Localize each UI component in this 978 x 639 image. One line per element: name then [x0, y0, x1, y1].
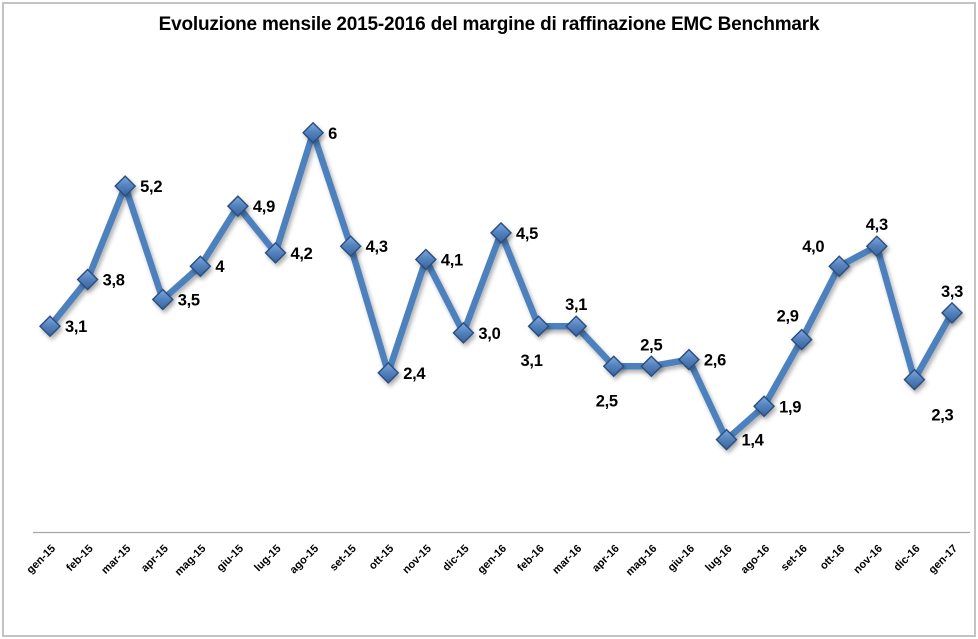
x-axis-tick-label: feb-15 [64, 543, 95, 574]
x-axis-tick-label: dic-16 [892, 543, 923, 574]
x-axis-tick-label: mar-15 [99, 543, 133, 577]
data-point-marker [189, 255, 212, 278]
x-axis-tick-label: lug-15 [252, 543, 283, 574]
chart-series [39, 121, 963, 451]
x-axis-tick-label: ago-16 [739, 543, 773, 577]
data-point-marker [790, 328, 813, 351]
x-axis-tick-label: lug-16 [703, 543, 734, 574]
data-point-marker [715, 428, 738, 451]
data-point-label: 5,2 [140, 178, 162, 196]
data-point-label: 3,1 [565, 296, 587, 314]
data-point-marker [264, 241, 287, 264]
x-axis-tick-label: nov-15 [400, 543, 434, 577]
data-point-marker [941, 301, 963, 324]
x-axis-tick-label: nov-16 [851, 543, 885, 577]
x-axis-tick-label: gen-17 [927, 543, 961, 577]
data-point-label: 2,3 [931, 407, 953, 425]
data-point-label: 2,4 [403, 365, 426, 383]
x-axis-tick-label: apr-15 [139, 543, 171, 575]
data-point-marker [39, 315, 61, 338]
x-axis-tick-label: set-15 [328, 543, 359, 574]
data-labels: 3,1 3,8 5,2 3,5 4 4,9 4,2 6 4,3 2,4 4,1 3,0 4,5 3,1 3,… [65, 125, 963, 450]
data-point-marker [377, 361, 400, 384]
data-point-marker [151, 288, 174, 311]
data-point-marker [565, 315, 588, 338]
data-point-marker [114, 175, 137, 198]
data-point-label: 2,5 [596, 392, 618, 410]
data-point-label: 3,3 [941, 283, 963, 301]
x-axis-labels: gen-15 feb-15 mar-15 apr-15 mag-15 giu-15 lug-… [25, 543, 961, 579]
x-axis-tick-label: ago-15 [288, 543, 322, 577]
data-point-label: 2,9 [777, 308, 799, 326]
data-point-label: 6 [328, 125, 337, 143]
data-point-marker [865, 235, 888, 258]
data-point-label: 4,0 [802, 238, 824, 256]
x-axis-tick-label: giu-16 [666, 543, 697, 574]
data-point-label: 4,1 [441, 252, 463, 270]
data-point-marker [903, 368, 926, 391]
data-point-label: 4,2 [291, 245, 313, 263]
x-axis-tick-label: dic-15 [441, 543, 472, 574]
chart-title: Evoluzione mensile 2015-2016 del margine… [158, 14, 820, 35]
data-point-label: 4 [215, 258, 225, 276]
data-point-label: 3,1 [521, 352, 543, 370]
data-point-label: 3,8 [103, 272, 125, 290]
x-axis-tick-label: mag-15 [173, 543, 209, 579]
x-axis-tick-label: mag-16 [624, 543, 660, 579]
data-point-marker [527, 315, 550, 338]
x-axis-tick-label: giu-15 [215, 543, 246, 574]
data-point-label: 4,3 [866, 216, 888, 234]
data-point-label: 4,3 [366, 238, 388, 256]
data-point-label: 4,9 [253, 198, 275, 216]
data-point-label: 3,5 [178, 292, 200, 310]
data-point-marker [302, 121, 325, 144]
data-point-label: 3,0 [478, 325, 500, 343]
data-point-marker [640, 355, 663, 378]
data-point-label: 3,1 [65, 318, 87, 336]
data-point-marker [226, 195, 249, 218]
data-point-marker [828, 255, 851, 278]
data-point-marker [414, 248, 437, 271]
data-point-label: 2,6 [704, 352, 726, 370]
x-axis-tick-label: ott-16 [818, 543, 848, 573]
data-point-label: 1,9 [779, 398, 801, 416]
data-point-label: 1,4 [742, 432, 765, 450]
data-point-marker [753, 395, 776, 418]
x-axis-tick-label: gen-16 [476, 543, 510, 577]
series-line [46, 129, 956, 443]
data-point-marker [677, 348, 700, 371]
x-axis-tick-label: feb-16 [515, 543, 546, 574]
data-point-label: 4,5 [516, 225, 538, 243]
x-axis-tick-label: mar-16 [550, 543, 584, 577]
x-axis-tick-label: apr-16 [590, 543, 622, 575]
data-point-marker [339, 235, 362, 258]
data-point-marker [602, 355, 625, 378]
x-axis-tick-label: gen-15 [25, 543, 59, 577]
data-point-label: 2,5 [640, 336, 662, 354]
x-axis-tick-label: ott-15 [367, 543, 397, 573]
data-point-marker [452, 321, 475, 344]
data-point-marker [490, 221, 512, 244]
data-point-marker [76, 268, 99, 291]
x-axis-tick-label: set-16 [779, 543, 810, 574]
